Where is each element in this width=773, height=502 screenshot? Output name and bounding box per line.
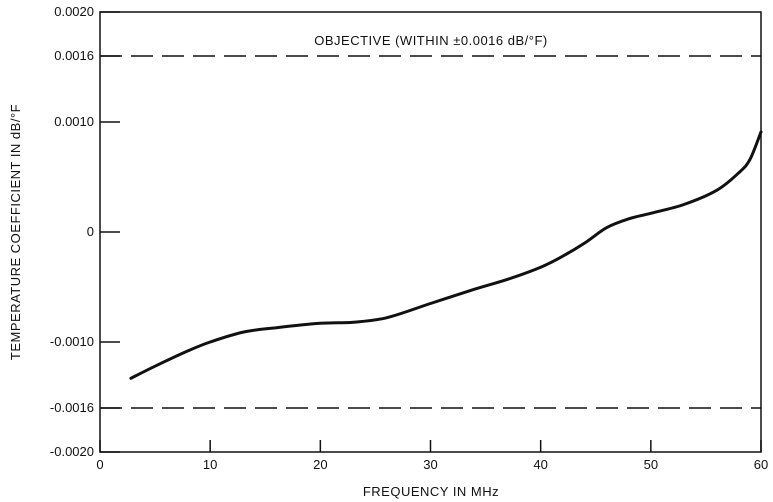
x-tick-label: 50	[644, 457, 658, 472]
y-tick-label: 0	[87, 224, 94, 239]
y-tick-label: 0.0020	[54, 4, 94, 19]
x-tick-label: 20	[313, 457, 327, 472]
y-tick-label: -0.0020	[50, 444, 94, 459]
x-axis-label: FREQUENCY IN MHz	[363, 484, 499, 499]
x-axis-ticks: 0 10 20 30 40 50 60	[96, 440, 768, 472]
y-tick-label: 0.0010	[54, 114, 94, 129]
y-axis-ticks: 0.0020 0.0016 0.0010 0 -0.0010 -0.0016 -0.0020	[50, 4, 120, 459]
plot-frame	[99, 11, 762, 453]
y-axis-label: TEMPERATURE COEFFICIENT IN dB/°F	[8, 104, 23, 360]
series-line	[129, 130, 763, 380]
x-tick-label: 40	[533, 457, 547, 472]
y-tick-label: -0.0016	[50, 400, 94, 415]
x-tick-label: 30	[423, 457, 437, 472]
objective-annotation: OBJECTIVE (WITHIN ±0.0016 dB/°F)	[314, 33, 548, 48]
x-tick-label: 0	[96, 457, 103, 472]
objective-limit-lines	[100, 55, 761, 409]
y-tick-label: 0.0016	[54, 48, 94, 63]
x-tick-label: 60	[754, 457, 768, 472]
x-tick-label: 10	[203, 457, 217, 472]
y-tick-label: -0.0010	[50, 334, 94, 349]
